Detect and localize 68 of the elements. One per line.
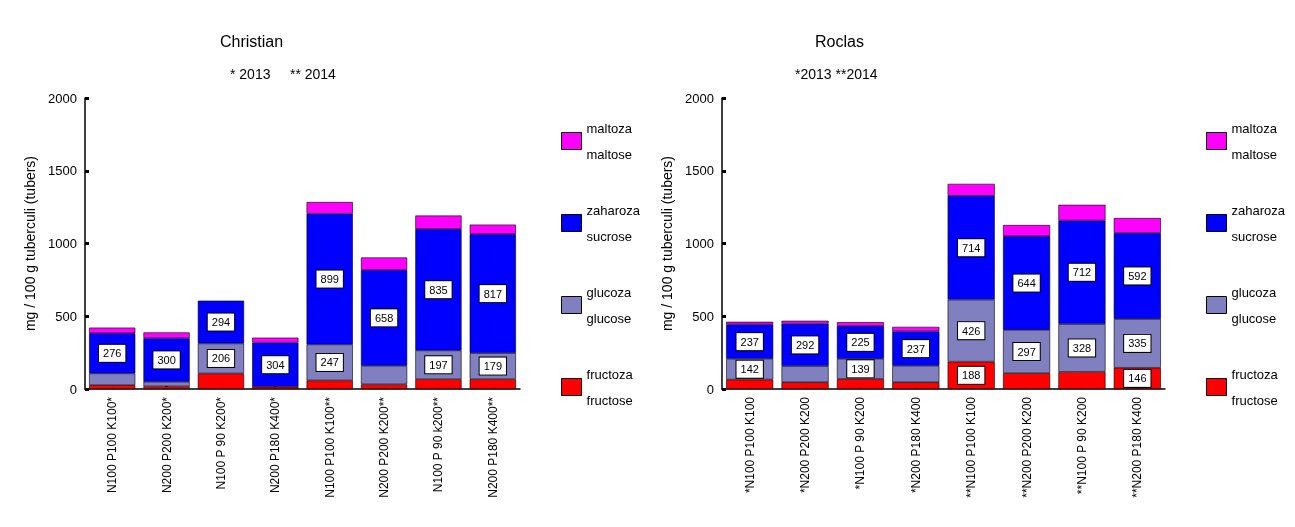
y-tick-label: 2000	[48, 90, 77, 106]
data-label: 237	[906, 342, 925, 355]
x-tick-label: N200 P200 K200**	[377, 396, 392, 498]
x-tick-label: **N100 P 90 K200	[1074, 396, 1089, 495]
y-tick-label: 500	[55, 308, 77, 324]
data-label: 304	[266, 358, 285, 371]
data-label: 179	[483, 360, 502, 373]
chart-title: Christian	[220, 32, 284, 50]
x-tick-label: *N100 P100 K100	[742, 396, 757, 494]
data-label: 225	[851, 336, 870, 349]
data-label: 714	[962, 241, 981, 254]
data-label: 658	[374, 311, 394, 324]
x-tick-label: N100 P 90 K200*	[213, 396, 228, 490]
legend-label: maltoza maltose	[586, 120, 633, 162]
data-label: 328	[1072, 341, 1092, 354]
data-label: 712	[1072, 266, 1092, 279]
legend-label: zaharoza sucrose	[1231, 202, 1286, 244]
data-label: 817	[483, 287, 502, 300]
data-label: 297	[1017, 345, 1036, 358]
data-label: 237	[740, 335, 759, 348]
y-tick-label: 1000	[48, 236, 77, 251]
data-label: 247	[320, 356, 339, 369]
x-tick-label: **N200 P200 K200	[1019, 396, 1034, 498]
legend-label: fructoza fructose	[1231, 366, 1279, 408]
y-tick-label: 2000	[685, 90, 714, 106]
data-label: 335	[1128, 337, 1147, 350]
data-label: 426	[962, 324, 981, 337]
y-axis-title: mg / 100 g tuberculi (tubers)	[22, 155, 39, 332]
x-tick-label: N200 P180 K400**	[485, 396, 500, 498]
y-tick-label: 1500	[48, 163, 77, 179]
data-label: 206	[211, 352, 231, 365]
data-label: 592	[1128, 269, 1147, 282]
data-label: 139	[851, 362, 870, 375]
x-tick-label: N100 P100 K100*	[105, 396, 120, 494]
chart-title: Roclas	[815, 32, 864, 50]
x-tick-label: N100 P 90 k200**	[431, 396, 446, 493]
chart-subtitle: *2013 **2014	[795, 66, 878, 82]
x-tick-label: *N200 P200 K200	[798, 396, 813, 494]
y-axis-title: mg / 100 g tuberculi (tubers)	[659, 155, 676, 332]
y-tick-label: 500	[692, 308, 714, 324]
data-label: 276	[103, 347, 122, 360]
x-tick-label: N200 P180 K400*	[268, 396, 283, 494]
data-label: 835	[429, 283, 448, 296]
legend-label: maltoza maltose	[1231, 120, 1278, 162]
chart-subtitle: * 2013 ** 2014	[230, 66, 337, 82]
x-tick-label: **N100 P100 K100	[964, 396, 979, 498]
x-tick-label: *N100 P 90 K200	[853, 396, 868, 490]
legend-label: glucoza glucose	[1231, 284, 1278, 326]
legend-label: glucoza glucose	[586, 284, 633, 326]
data-label: 292	[795, 338, 815, 351]
data-label: 146	[1128, 372, 1147, 385]
y-tick-label: 0	[706, 381, 714, 397]
data-label: 142	[740, 363, 759, 376]
x-tick-label: *N200 P180 K400	[908, 396, 923, 494]
y-tick-label: 1000	[685, 236, 714, 251]
data-label: 899	[320, 273, 339, 286]
y-tick-label: 1500	[685, 163, 714, 179]
legend-label: fructoza fructose	[586, 366, 634, 408]
x-tick-label: N100 P100 K100**	[322, 396, 337, 498]
data-label: 197	[429, 358, 448, 371]
data-label: 294	[211, 316, 231, 329]
x-tick-label: **N200 P180 K400	[1130, 396, 1145, 498]
data-label: 644	[1017, 277, 1036, 290]
legend-label: zaharoza sucrose	[586, 202, 641, 244]
y-tick-label: 0	[69, 381, 77, 397]
data-label: 300	[157, 353, 176, 366]
x-tick-label: N200 P200 K200*	[159, 396, 174, 494]
data-label: 188	[962, 369, 981, 382]
